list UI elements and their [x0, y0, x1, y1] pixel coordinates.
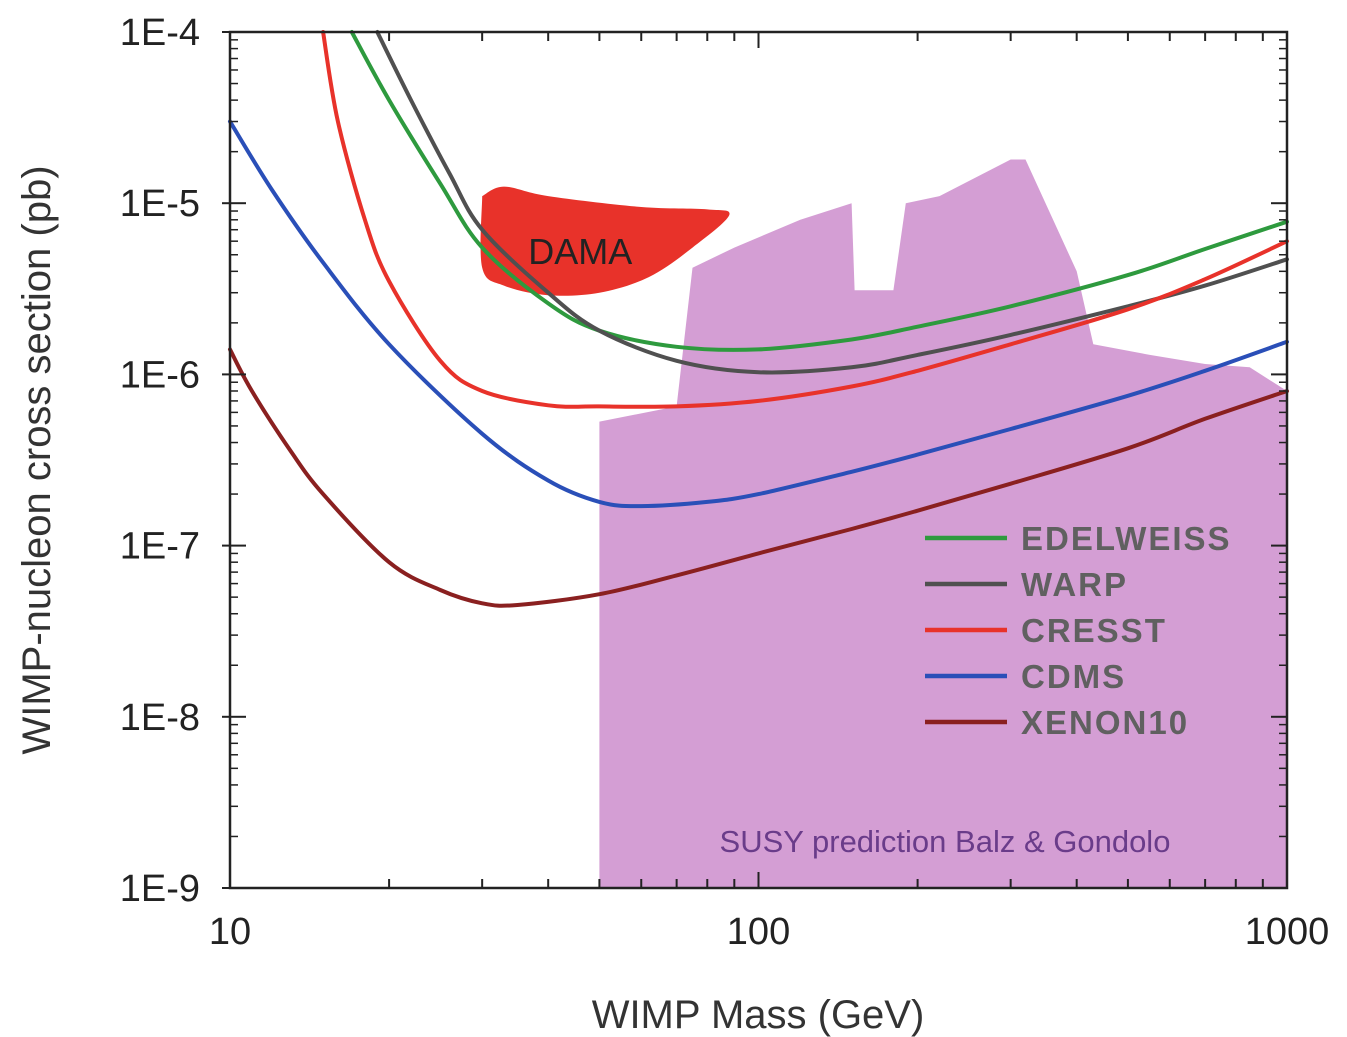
legend-entry-warp: WARP: [925, 566, 1128, 603]
legend: EDELWEISS WARP CRESST CDMS XENON10: [925, 520, 1232, 741]
x-tick-label: 100: [727, 911, 790, 953]
y-tick-label: 1E-4: [120, 12, 200, 54]
edelweiss-line: [349, 30, 1289, 352]
legend-label: WARP: [1021, 566, 1128, 603]
legend-entry-xenon10: XENON10: [925, 704, 1189, 741]
dama-region: [480, 186, 730, 296]
susy-region: [599, 159, 1287, 888]
legend-entry-cdms: CDMS: [925, 658, 1126, 695]
cdms-line: [228, 119, 1289, 509]
legend-label: XENON10: [1021, 704, 1189, 741]
xenon10-line: [228, 347, 1289, 608]
susy-label: SUSY prediction Balz & Gondolo: [720, 824, 1171, 859]
dama-label: DAMA: [528, 231, 632, 272]
x-tick-label: 10: [209, 911, 251, 953]
x-tick-label: 1000: [1245, 911, 1330, 953]
y-tick-label: 1E-8: [120, 697, 200, 739]
warp-line: [375, 30, 1289, 375]
y-axis-title: WIMP-nucleon cross section (pb): [15, 165, 59, 754]
y-tick-label: 1E-9: [120, 868, 200, 910]
series-lines-layer: [228, 30, 1289, 608]
y-tick-label: 1E-7: [120, 526, 200, 568]
regions-layer: [480, 159, 1287, 888]
tick-labels: 10 100 1000 1E-4 1E-5 1E-6 1E-7 1E-8 1E-9: [120, 12, 1330, 953]
x-axis-title: WIMP Mass (GeV): [592, 993, 925, 1037]
legend-label: EDELWEISS: [1021, 520, 1232, 557]
y-tick-label: 1E-6: [120, 354, 200, 396]
region-labels-layer: DAMA SUSY prediction Balz & Gondolo: [528, 231, 1170, 859]
cresst-line: [321, 30, 1289, 409]
y-tick-label: 1E-5: [120, 183, 200, 225]
legend-label: CRESST: [1021, 612, 1167, 649]
axis-ticks: [222, 31, 1288, 889]
legend-entry-edelweiss: EDELWEISS: [925, 520, 1232, 557]
legend-label: CDMS: [1021, 658, 1126, 695]
legend-entry-cresst: CRESST: [925, 612, 1167, 649]
